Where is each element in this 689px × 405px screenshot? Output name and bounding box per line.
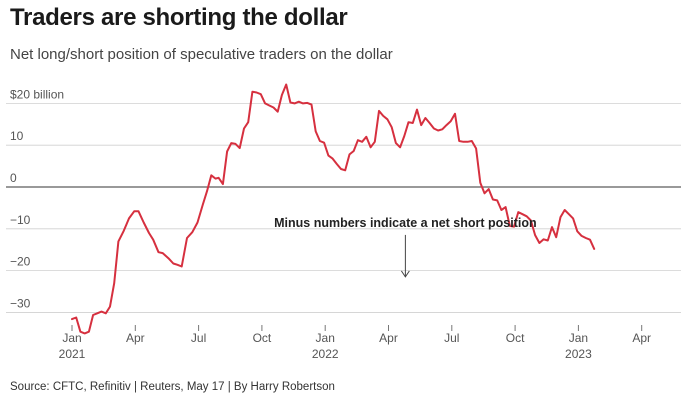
series: [71, 83, 596, 335]
annotation-arrow-head: [400, 270, 410, 278]
x-tick-year-label: 2021: [59, 347, 86, 361]
x-tick-label: Jul: [191, 331, 206, 345]
x-tick-label: Apr: [632, 331, 651, 345]
x-tick-label: Oct: [506, 331, 525, 345]
chart-subtitle: Net long/short position of speculative t…: [10, 46, 393, 63]
x-tick-label: Apr: [379, 331, 398, 345]
y-tick-label: −10: [10, 213, 31, 227]
annotation: Minus numbers indicate a net short posit…: [274, 216, 537, 278]
x-tick-label: Jan: [316, 331, 335, 345]
annotation-text: Minus numbers indicate a net short posit…: [274, 216, 537, 230]
x-tick-year-label: 2022: [312, 347, 339, 361]
x-tick-label: Jan: [62, 331, 81, 345]
x-tick-label: Jan: [569, 331, 588, 345]
x-tick-label: Jul: [444, 331, 459, 345]
y-tick-label: $20 billion: [10, 87, 64, 101]
y-tick-label: 10: [10, 129, 24, 143]
source-credit: Source: CFTC, Refinitiv | Reuters, May 1…: [10, 381, 335, 393]
x-tick-label: Oct: [253, 331, 272, 345]
y-tick-label: −30: [10, 296, 31, 310]
gridlines: [6, 102, 681, 313]
x-tick-label: Apr: [126, 331, 145, 345]
y-tick-label: −20: [10, 255, 31, 269]
x-tick-year-label: 2023: [565, 347, 592, 361]
y-tick-label: 0: [10, 171, 17, 185]
axes: $20 billion 10 0 −10 −20 −30 Jan 2021 Apr Jul Oct J…: [10, 87, 651, 361]
series-line-net-position: [71, 83, 596, 335]
chart-title: Traders are shorting the dollar: [10, 4, 348, 31]
